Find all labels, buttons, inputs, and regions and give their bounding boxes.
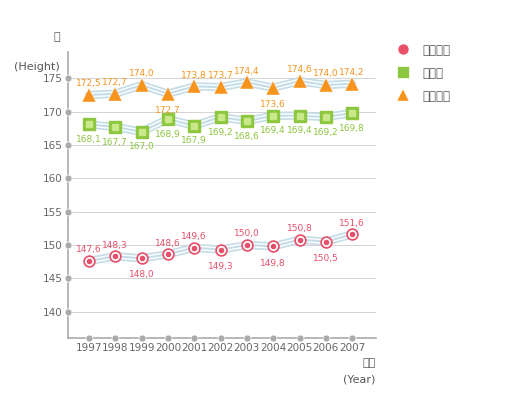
Text: 173,8: 173,8 [181, 71, 207, 80]
Legend: 초등학교, 중학교, 고등학교: 초등학교, 중학교, 고등학교 [389, 44, 450, 103]
Text: 149,3: 149,3 [208, 262, 233, 271]
Text: 149,8: 149,8 [260, 258, 286, 267]
Text: 149,6: 149,6 [182, 232, 207, 241]
Text: 148,3: 148,3 [102, 241, 128, 250]
Text: 167,9: 167,9 [181, 137, 207, 146]
Text: 174,6: 174,6 [287, 65, 312, 74]
Text: 169,4: 169,4 [287, 127, 312, 135]
Text: 167,7: 167,7 [102, 138, 128, 147]
Text: 147,6: 147,6 [76, 246, 102, 254]
Text: 연도: 연도 [363, 358, 376, 368]
Text: 174,2: 174,2 [339, 68, 365, 77]
Text: (Height): (Height) [14, 62, 60, 72]
Text: 150,8: 150,8 [287, 224, 312, 233]
Text: 150,5: 150,5 [313, 254, 339, 263]
Text: 151,6: 151,6 [339, 219, 365, 228]
Text: 168,6: 168,6 [234, 132, 260, 141]
Text: 148,6: 148,6 [155, 239, 181, 248]
Text: 172,7: 172,7 [102, 78, 128, 87]
Text: 150,0: 150,0 [234, 229, 260, 238]
Text: 168,1: 168,1 [76, 135, 102, 144]
Text: 174,0: 174,0 [313, 69, 339, 78]
Text: 172,7: 172,7 [155, 106, 181, 115]
Text: 173,6: 173,6 [260, 100, 286, 109]
Text: 148,0: 148,0 [129, 271, 155, 279]
Text: 키: 키 [53, 32, 60, 42]
Text: 169,2: 169,2 [313, 128, 339, 137]
Text: 168,9: 168,9 [155, 130, 181, 139]
Text: 174,0: 174,0 [129, 69, 155, 78]
Text: 172,5: 172,5 [76, 80, 102, 88]
Text: 169,8: 169,8 [339, 124, 365, 133]
Text: 169,2: 169,2 [208, 128, 233, 137]
Text: (Year): (Year) [343, 375, 376, 385]
Text: 167,0: 167,0 [129, 142, 155, 152]
Text: 173,7: 173,7 [208, 72, 233, 80]
Text: 169,4: 169,4 [260, 127, 286, 135]
Text: 174,4: 174,4 [234, 67, 259, 76]
